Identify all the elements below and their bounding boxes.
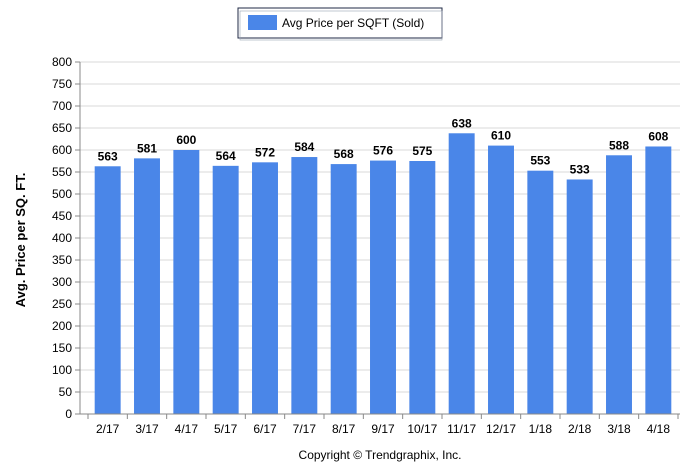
bar xyxy=(212,165,239,414)
data-label: 564 xyxy=(216,149,236,163)
legend: Avg Price per SQFT (Sold) xyxy=(237,7,443,41)
x-axis-ticks: 2/17 3/17 4/17 5/17 6/17 7/17 8/17 9/17 10/17 11/… xyxy=(87,414,679,436)
y-tick-label: 0 xyxy=(65,407,72,421)
y-tick-label: 300 xyxy=(52,275,72,289)
bars xyxy=(94,133,672,415)
y-tick-label: 400 xyxy=(52,231,72,245)
copyright-footer: Copyright © Trendgraphix, Inc. xyxy=(299,448,462,462)
data-label: 563 xyxy=(98,149,118,163)
bar xyxy=(134,158,160,414)
data-label: 568 xyxy=(334,147,354,161)
y-tick-label: 250 xyxy=(52,297,72,311)
y-tick-label: 800 xyxy=(52,55,72,69)
data-label: 553 xyxy=(530,154,550,168)
bar xyxy=(566,179,593,414)
bar xyxy=(448,133,475,414)
x-tick-label: 1/18 xyxy=(529,422,553,436)
bar xyxy=(527,170,554,414)
bar xyxy=(252,162,278,414)
data-label: 638 xyxy=(452,116,472,130)
x-tick-label: 2/17 xyxy=(96,422,120,436)
x-tick-label: 3/18 xyxy=(607,422,631,436)
legend-label: Avg Price per SQFT (Sold) xyxy=(282,16,424,30)
data-labels: 563 581 600 564 572 584 568 576 575 638 610 553 533 5… xyxy=(98,116,669,176)
data-label: 600 xyxy=(176,133,196,147)
y-axis-ticks: 0 50 100 150 200 250 300 350 400 450 500 550 600 650 7… xyxy=(52,55,80,421)
y-tick-label: 100 xyxy=(52,363,72,377)
x-tick-label: 12/17 xyxy=(486,422,516,436)
legend-box-shadow xyxy=(239,10,443,41)
y-tick-label: 600 xyxy=(52,143,72,157)
y-tick-label: 700 xyxy=(52,99,72,113)
x-tick-label: 3/17 xyxy=(135,422,159,436)
bar xyxy=(488,145,514,414)
y-tick-label: 500 xyxy=(52,187,72,201)
x-tick-label: 5/17 xyxy=(214,422,238,436)
x-tick-label: 4/18 xyxy=(647,422,671,436)
x-tick-label: 4/17 xyxy=(175,422,199,436)
data-label: 581 xyxy=(137,141,157,155)
y-tick-label: 350 xyxy=(52,253,72,267)
data-label: 588 xyxy=(609,138,629,152)
data-label: 572 xyxy=(255,145,275,159)
bar xyxy=(291,157,318,415)
data-label: 576 xyxy=(373,144,393,158)
y-tick-label: 750 xyxy=(52,77,72,91)
data-label: 608 xyxy=(648,129,668,143)
bar xyxy=(330,164,357,414)
x-tick-label: 7/17 xyxy=(293,422,317,436)
y-tick-label: 150 xyxy=(52,341,72,355)
bar xyxy=(370,160,396,414)
x-tick-label: 10/17 xyxy=(407,422,437,436)
x-tick-label: 9/17 xyxy=(371,422,395,436)
data-label: 533 xyxy=(570,162,590,176)
bar xyxy=(94,166,121,414)
y-tick-label: 650 xyxy=(52,121,72,135)
data-label: 575 xyxy=(412,144,432,158)
bar xyxy=(173,150,200,414)
bar xyxy=(606,155,632,414)
x-tick-label: 6/17 xyxy=(253,422,277,436)
x-tick-label: 11/17 xyxy=(447,422,476,436)
x-tick-label: 8/17 xyxy=(332,422,356,436)
y-tick-label: 450 xyxy=(52,209,72,223)
y-tick-label: 200 xyxy=(52,319,72,333)
data-label: 610 xyxy=(491,129,511,143)
legend-swatch xyxy=(248,15,277,30)
data-label: 584 xyxy=(294,140,314,154)
y-tick-label: 550 xyxy=(52,165,72,179)
x-tick-label: 2/18 xyxy=(568,422,592,436)
bar xyxy=(645,146,672,415)
y-axis-title: Avg. Price per SQ. FT. xyxy=(13,173,28,308)
bar xyxy=(409,161,436,414)
y-tick-label: 50 xyxy=(59,385,73,399)
